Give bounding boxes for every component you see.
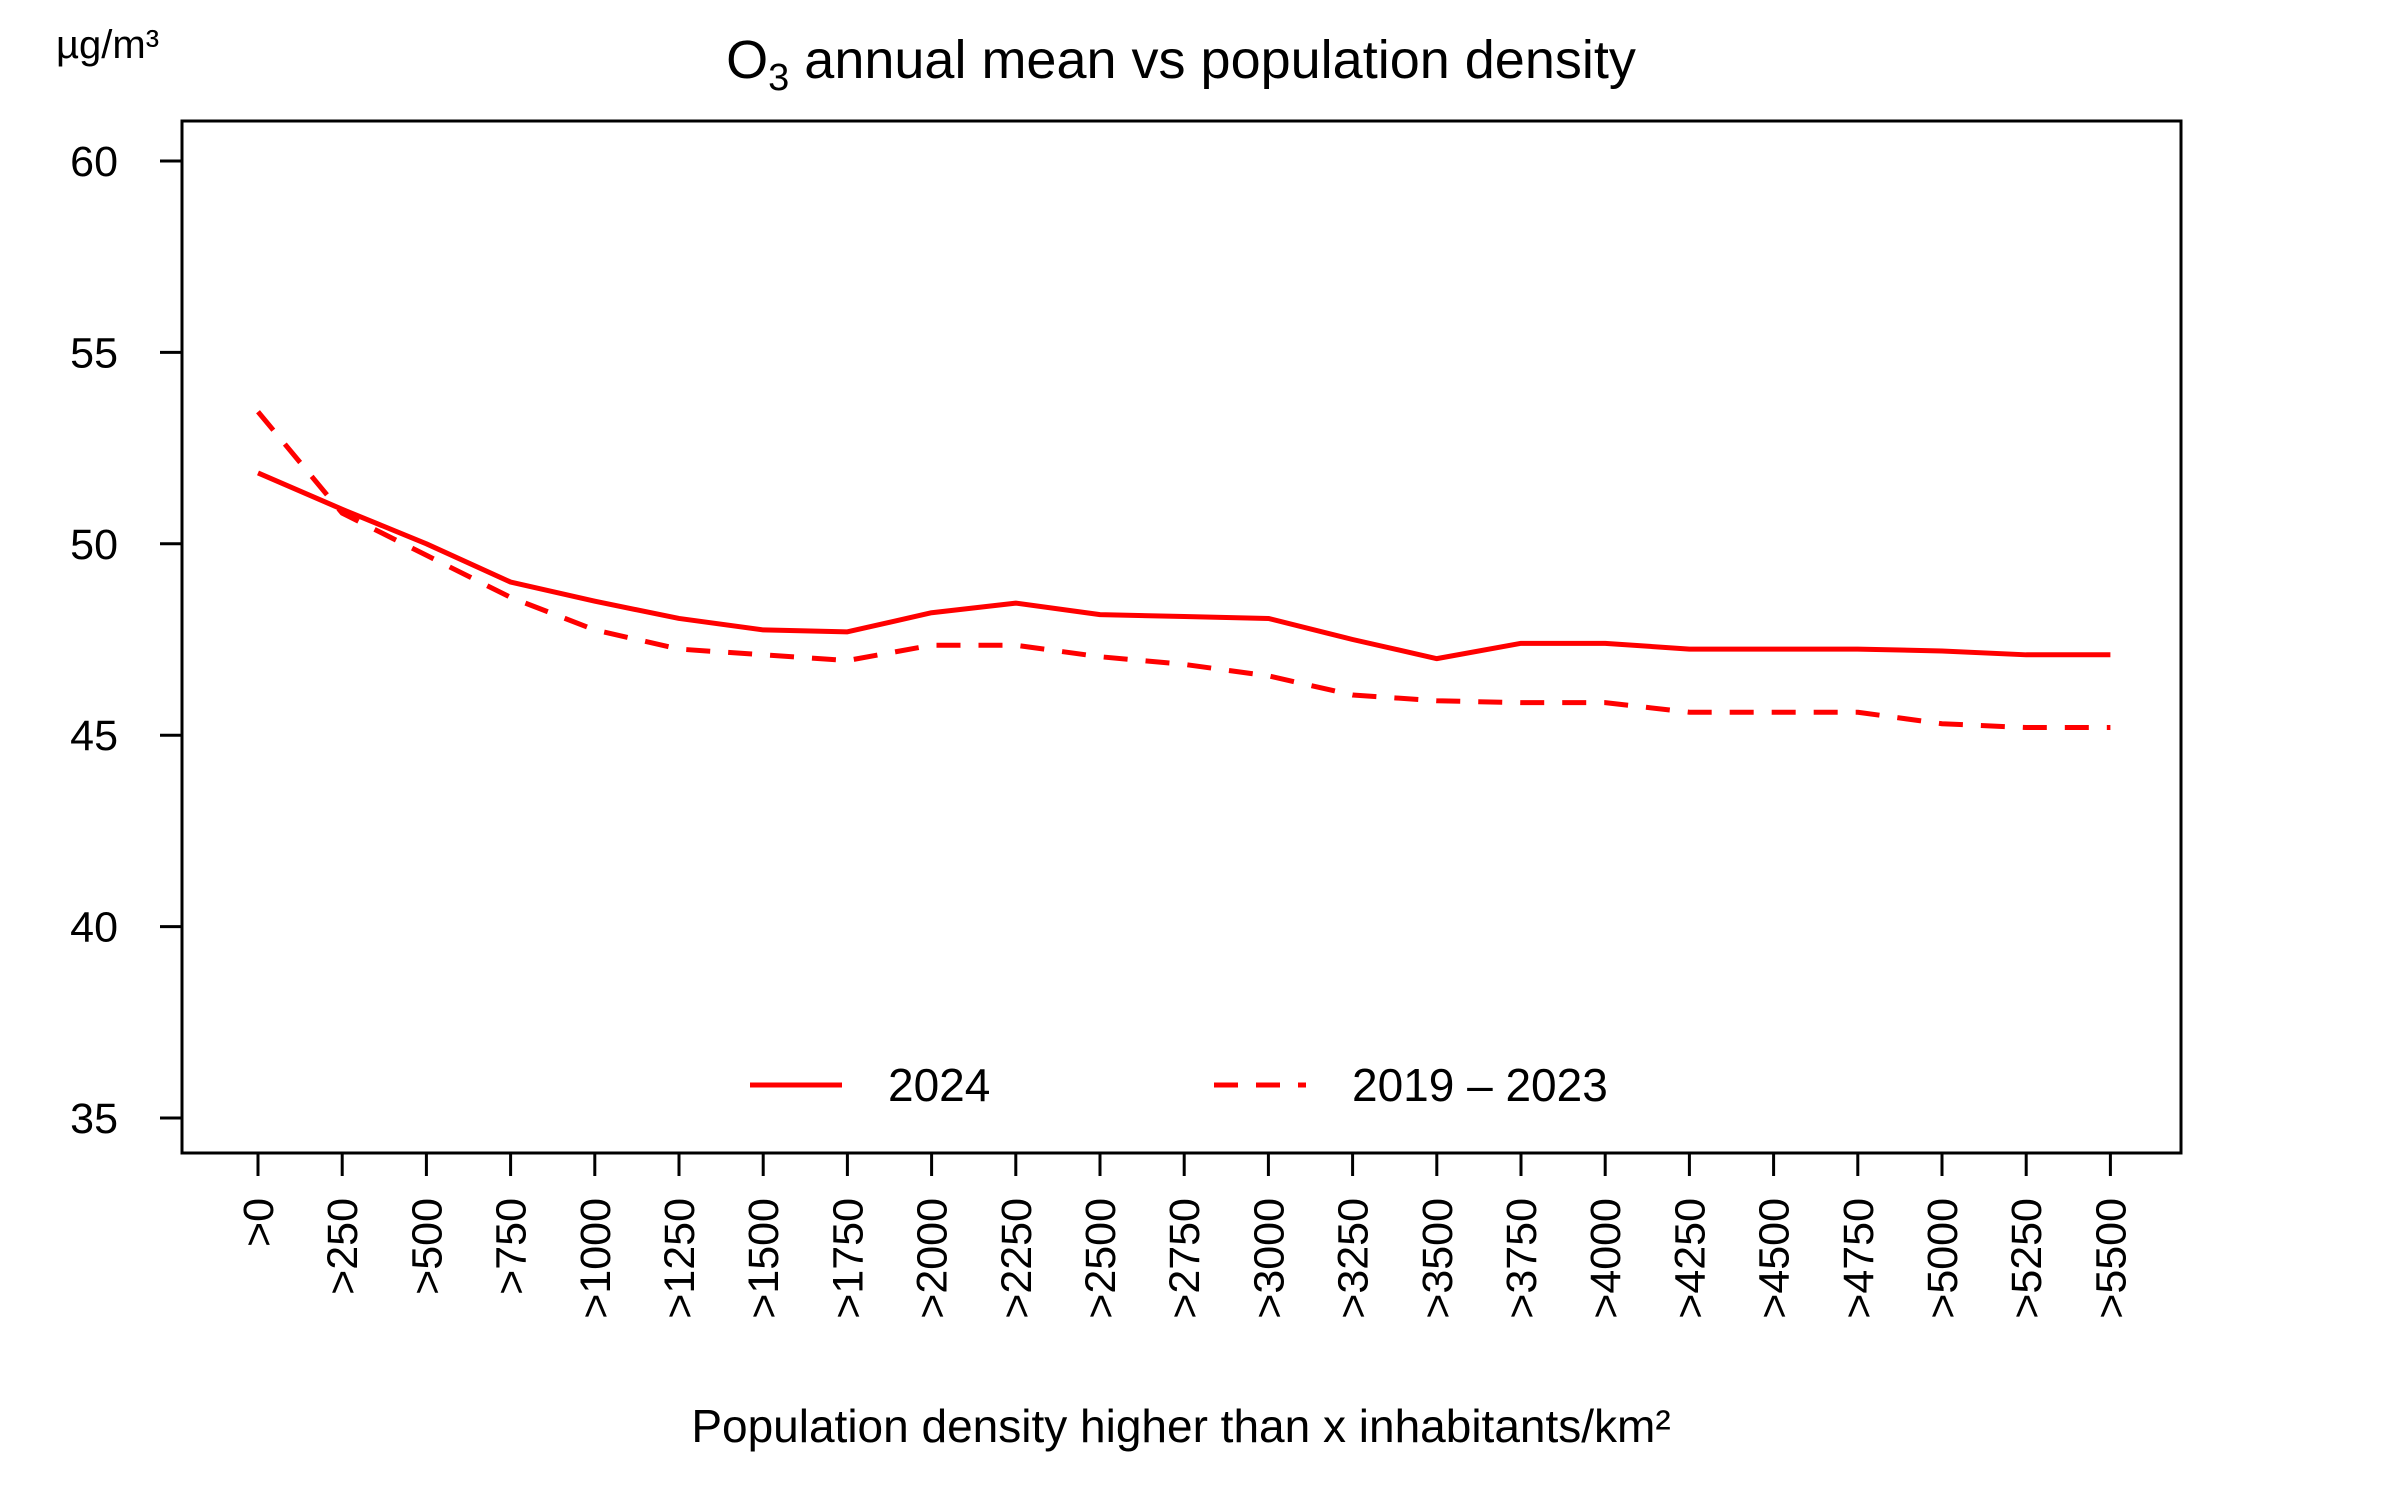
y-tick-label-55: 55 [70, 329, 118, 377]
legend: 2024 2019 – 2023 [750, 1059, 1608, 1111]
x-tick-label-1500: >1500 [740, 1198, 788, 1319]
y-unit-label: µg/m³ [56, 23, 159, 67]
chart-title-subscript: 3 [768, 57, 789, 99]
point-2019-2023-1000 [594, 629, 596, 631]
x-tick-label-5250: >5250 [2003, 1198, 2051, 1319]
point-2019-2023-1250 [678, 648, 680, 650]
point-2019-2023-1500 [762, 654, 764, 656]
x-tick-label-2500: >2500 [1077, 1198, 1125, 1319]
x-tick-label-4500: >4500 [1751, 1198, 1799, 1319]
x-tick-label-0: >0 [235, 1198, 283, 1247]
chart-title-suffix: annual mean vs population density [789, 30, 1636, 90]
y-tick-label-45: 45 [70, 712, 118, 760]
legend-label-2024: 2024 [888, 1059, 990, 1111]
x-tick-label-4000: >4000 [1582, 1198, 1630, 1319]
x-tick-label-5000: >5000 [1919, 1198, 1967, 1319]
y-tick-label-60: 60 [70, 138, 118, 186]
series-2019-2023 [256, 410, 2111, 731]
point-2019-2023-2750 [1183, 663, 1185, 665]
x-tick-label-2000: >2000 [909, 1198, 957, 1319]
x-tick-label-1000: >1000 [572, 1198, 620, 1319]
y-tick-label-40: 40 [70, 904, 118, 952]
point-2019-2023-2250 [1015, 644, 1017, 646]
x-tick-label-1750: >1750 [824, 1198, 872, 1319]
legend-label-2019-2023: 2019 – 2023 [1352, 1059, 1608, 1111]
y-axis: 35 40 45 50 55 60 [70, 138, 184, 1143]
point-2019-2023-3000 [1267, 675, 1269, 677]
point-2019-2023-1750 [846, 660, 848, 662]
x-tick-label-750: >750 [488, 1198, 536, 1295]
plot-frame [180, 119, 2183, 1155]
series-line-2024 [257, 470, 2111, 662]
x-tick-label-4750: >4750 [1835, 1198, 1883, 1319]
x-axis: >0 >250 >500 >750 >1000 >1250 >1500 >1750 >2000 >… [235, 1151, 2135, 1319]
x-tick-label-1250: >1250 [656, 1198, 704, 1319]
point-2019-2023-750 [510, 596, 512, 598]
x-tick-label-3750: >3750 [1498, 1198, 1546, 1319]
x-tick-label-3000: >3000 [1245, 1198, 1293, 1319]
point-2019-2023-2000 [931, 644, 933, 646]
chart-title: O3 annual mean vs population density [726, 30, 1636, 99]
x-tick-label-3500: >3500 [1414, 1198, 1462, 1319]
x-tick-label-2750: >2750 [1161, 1198, 1209, 1319]
point-2019-2023-2500 [1099, 656, 1101, 658]
x-tick-label-5500: >5500 [2087, 1198, 2135, 1319]
chart-title-prefix: O [726, 30, 768, 90]
x-tick-label-4250: >4250 [1666, 1198, 1714, 1319]
y-tick-label-35: 35 [70, 1095, 118, 1143]
y-tick-label-50: 50 [70, 521, 118, 569]
x-axis-title: Population density higher than x inhabit… [691, 1400, 1670, 1452]
series-line-2019-2023 [256, 410, 2111, 731]
x-tick-label-3250: >3250 [1330, 1198, 1378, 1319]
x-tick-label-500: >500 [403, 1198, 451, 1295]
x-tick-label-2250: >2250 [993, 1198, 1041, 1319]
x-tick-label-250: >250 [319, 1198, 367, 1295]
series-2024 [257, 470, 2111, 662]
series-layer [256, 410, 2111, 731]
